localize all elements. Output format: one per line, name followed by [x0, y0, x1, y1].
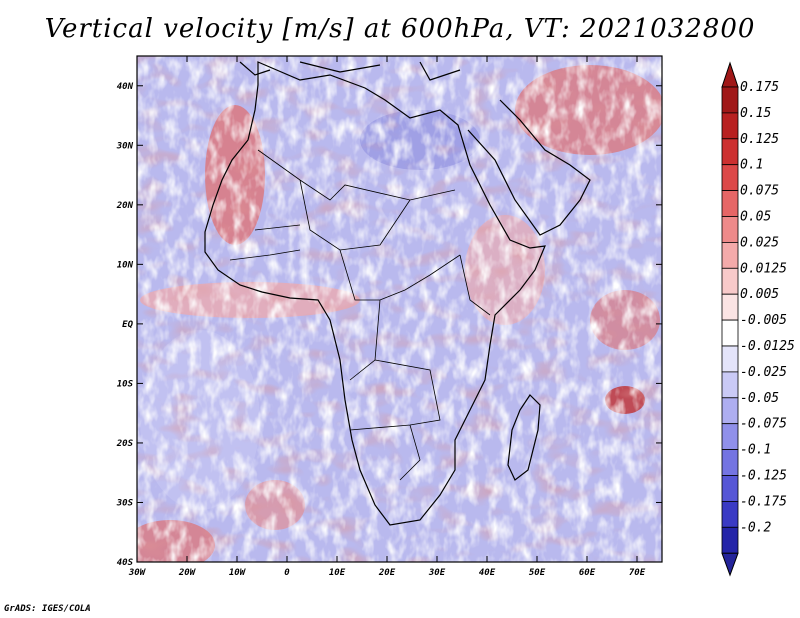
lon-tick-label: 30W — [128, 568, 147, 578]
coastline-iberia-europe — [239, 61, 461, 81]
lat-tick-label: 30N — [116, 141, 134, 151]
colorbar-swatch — [721, 319, 739, 347]
colorbar-swatch — [721, 112, 739, 140]
colorbar-swatch — [721, 190, 739, 217]
colorbar-label: -0.175 — [740, 494, 787, 509]
colorbar-top-arrow — [721, 61, 739, 88]
colorbar-label: 0.125 — [740, 132, 779, 147]
colorbar-label: -0.05 — [740, 391, 779, 406]
colorbar-label: 0.175 — [740, 80, 779, 95]
colorbar-label: 0.0125 — [740, 261, 787, 276]
lat-tick-label: 20N — [116, 201, 134, 211]
colorbar-swatch — [721, 397, 739, 425]
lat-axis: 40N 30N 20N 10N EQ 10S 20S 30S 40S — [116, 82, 662, 568]
lon-tick-label: 0 — [284, 568, 290, 578]
colorbar-swatch — [721, 449, 739, 476]
colorbar-label: -0.2 — [740, 520, 771, 535]
lon-tick-label: 50E — [529, 568, 546, 578]
country-borders — [229, 149, 491, 481]
velocity-field — [137, 56, 662, 562]
lon-tick-label: 10W — [229, 568, 247, 578]
lat-tick-label: EQ — [122, 320, 133, 330]
lon-tick-label: 20W — [178, 568, 197, 578]
lon-tick-label: 40E — [479, 568, 496, 578]
colorbar-label: 0.075 — [740, 184, 779, 199]
lat-tick-label: 30S — [116, 498, 134, 508]
colorbar-label: -0.005 — [740, 313, 787, 328]
colorbar-label: -0.075 — [740, 417, 787, 432]
lon-tick-label: 10E — [329, 568, 346, 578]
map-frame — [136, 55, 663, 563]
colorbar-swatch — [721, 164, 739, 191]
grads-credit: GrADS: IGES/COLA — [4, 604, 91, 614]
colorbar-label: 0.05 — [740, 210, 771, 225]
colorbar-label: -0.025 — [740, 365, 787, 380]
colorbar-swatch — [721, 241, 739, 269]
lat-tick-label: 40S — [117, 558, 134, 568]
colorbar-label: -0.125 — [740, 469, 787, 484]
colorbar-swatch — [721, 86, 739, 114]
map-title: Vertical velocity [m/s] at 600hPa, VT: 2… — [44, 14, 756, 44]
colorbar-swatch — [721, 267, 739, 295]
lat-tick-label: 40N — [117, 82, 134, 92]
colorbar-label: -0.0125 — [740, 339, 795, 354]
lon-tick-label: 60E — [579, 568, 596, 578]
lon-tick-label: 70E — [629, 568, 646, 578]
colorbar-label: 0.005 — [740, 287, 779, 302]
field-texture-streaks — [137, 56, 662, 562]
colorbar-swatch — [721, 345, 739, 373]
coastline-africa — [204, 61, 546, 526]
colorbar-swatch — [721, 293, 739, 321]
lon-axis: 30W 20W 10W 0 10E 20E 30E 40E 50E 60E 70E — [128, 56, 646, 578]
colorbar-swatch — [721, 500, 739, 528]
colorbar: 0.175 0.15 0.125 0.1 0.075 0.05 0.025 0.0125 0.0… — [721, 61, 795, 577]
colorbar-swatch — [721, 216, 739, 243]
colorbar-swatch — [721, 475, 739, 502]
colorbar-swatch — [721, 423, 739, 451]
lat-tick-label: 10S — [117, 379, 134, 389]
coastline-arabia — [467, 99, 591, 236]
colorbar-label: -0.1 — [740, 443, 771, 458]
colorbar-label: 0.1 — [740, 158, 763, 173]
lon-tick-label: 30E — [428, 568, 446, 578]
coastline-madagascar — [507, 394, 541, 481]
lat-tick-label: 10N — [117, 260, 134, 270]
colorbar-swatch — [721, 526, 739, 554]
colorbar-label: 0.15 — [740, 106, 771, 121]
lat-tick-label: 20S — [116, 439, 134, 449]
colorbar-swatch — [721, 371, 739, 399]
colorbar-label: 0.025 — [740, 235, 779, 250]
lon-tick-label: 20E — [378, 568, 396, 578]
colorbar-swatch — [721, 138, 739, 166]
colorbar-bottom-arrow — [721, 552, 739, 577]
